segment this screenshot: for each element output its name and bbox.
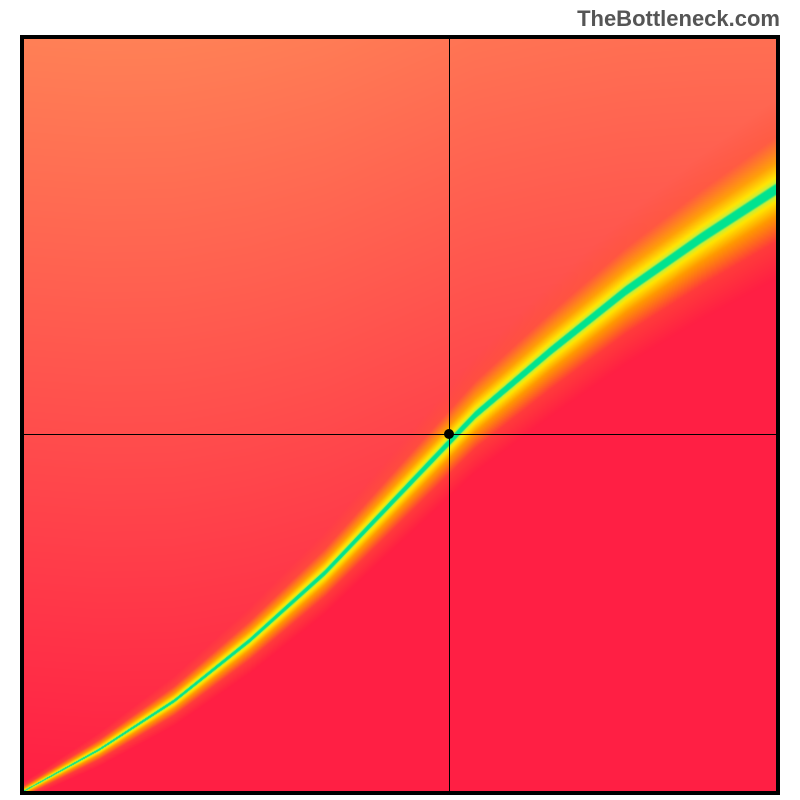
crosshair-vertical-line <box>449 39 450 791</box>
heatmap-plot-area <box>20 35 780 795</box>
watermark-text: TheBottleneck.com <box>577 6 780 32</box>
root-container: TheBottleneck.com <box>0 0 800 800</box>
crosshair-dot <box>444 429 454 439</box>
crosshair-horizontal-line <box>24 434 776 435</box>
heatmap-canvas <box>24 39 776 791</box>
